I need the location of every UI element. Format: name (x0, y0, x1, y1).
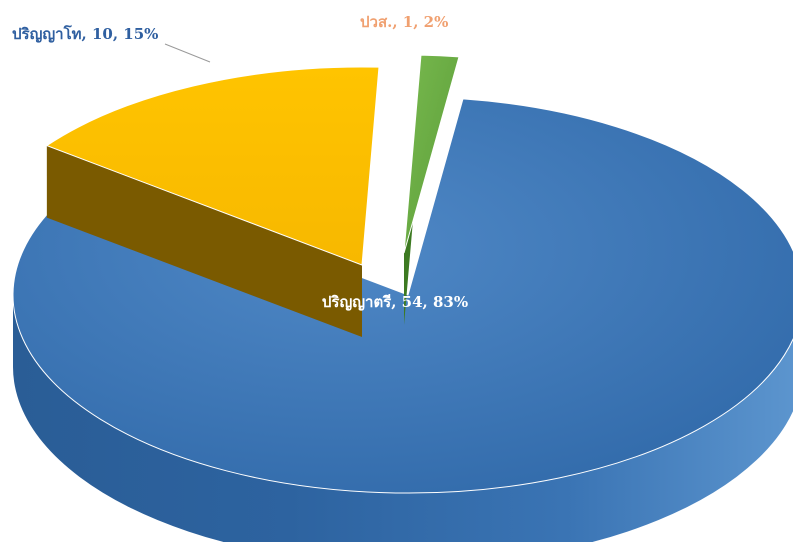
pie-slice-side-1 (13, 295, 793, 542)
data-label-2: ปริญญาโท, 10, 15% (12, 24, 158, 43)
data-label-3: ปวส., 1, 2% (360, 13, 448, 31)
pie-slice-top-1 (12, 98, 793, 494)
pie-slice-2 (45, 66, 380, 337)
pie-slice-top-3 (403, 54, 460, 254)
pie-slice-3 (403, 54, 460, 325)
leader-line (164, 43, 211, 63)
pie-slice-top-2 (45, 66, 380, 266)
pie-slice-face-2 (46, 145, 363, 337)
data-label-1: ปริญญาตรี, 54, 83% (322, 293, 468, 311)
